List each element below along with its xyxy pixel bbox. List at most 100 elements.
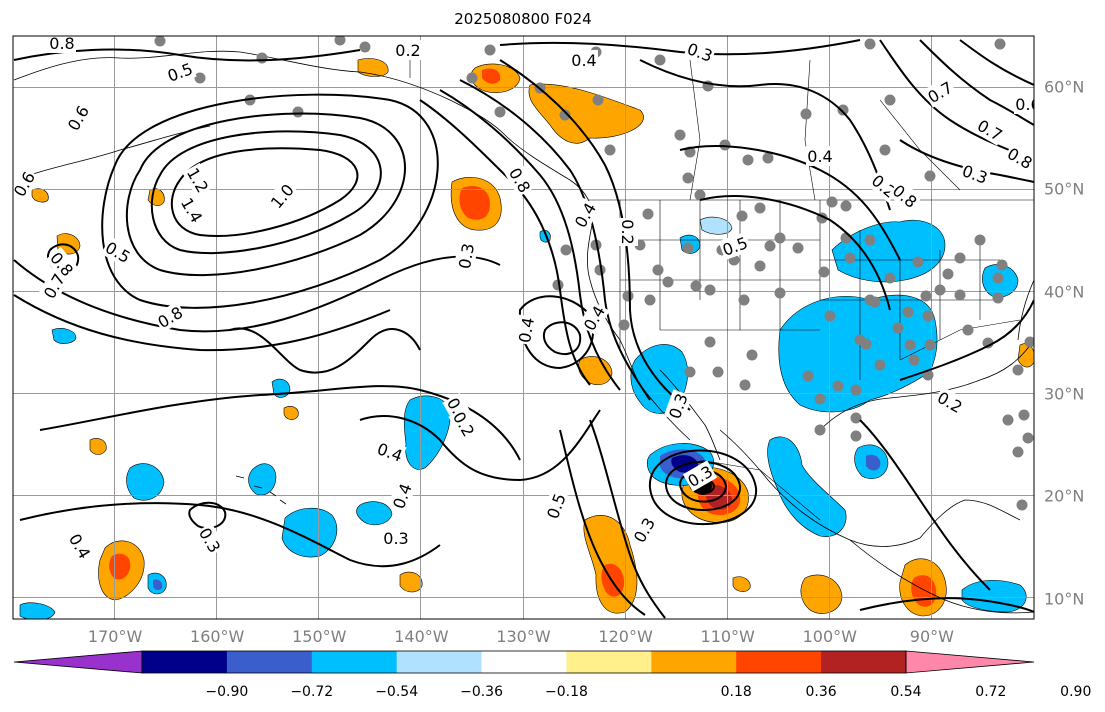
contour-north-pacific-low-3 [125,112,406,277]
station-marker [704,336,716,348]
contour-hurricane-4 [648,449,758,526]
station-marker [654,54,666,66]
contour-label-background [265,178,299,214]
station-marker [590,239,602,251]
coast-gulf [819,339,1034,431]
contour-canada-east-2 [919,39,1034,126]
shade-positive-small-3 [283,406,299,420]
contour-label-background [718,231,752,261]
contour-east-us [899,299,1034,381]
station-marker [996,259,1008,271]
station-marker [802,370,814,382]
shade-positive-small-4 [399,571,423,593]
contour-east-pacific-trough-2 [589,419,666,619]
longitude-label: 90°W [909,627,954,646]
station-marker [1012,446,1024,458]
station-marker [814,393,826,405]
station-marker [792,242,804,254]
contour-label-background [152,301,188,333]
contour-label-background [922,76,958,108]
shade-negative-west-edge [51,328,77,344]
contour-label-background [163,57,197,87]
contour-canada-ridge [639,59,891,211]
contour-label-background [663,389,693,423]
contour-label-background [682,460,718,492]
contour-east-pacific-trough [559,429,646,616]
station-marker [912,256,924,268]
contour-label-background [570,50,598,70]
contour-label-background [618,218,638,246]
contour-label-background [194,522,226,558]
station-marker [992,272,1004,284]
contour-label: 0.3 [383,529,408,548]
coast-baja-east [659,369,721,461]
station-marker [742,154,754,166]
colorbar-tick-label: 0.90 [1060,684,1092,700]
latitude-label: 40°N [1044,282,1085,302]
contour-label: 0.3 [455,242,478,270]
contour-canada-east-3 [959,39,1034,86]
figure-title: 2025080800 F024 [454,10,592,28]
contour-label-background [176,192,208,228]
station-marker [844,252,856,264]
contour-label: 0.8 [49,34,74,53]
contour-pacific-band [13,255,501,333]
station-marker [764,240,776,252]
station-marker [559,109,571,121]
shade-negative-south-small-core [153,579,163,591]
station-marker [824,310,836,322]
shade-negative-colorado-2 [699,216,733,235]
station-marker [974,234,986,246]
shade-positive-bc [528,83,644,144]
shade-negative-central-pacific [403,395,451,470]
contour-label-background [887,179,923,213]
contour-label-background [448,406,480,442]
station-marker [292,106,304,118]
longitude-label: 150°W [292,627,347,646]
station-marker [826,196,838,208]
contour-gulf-trough [859,419,991,591]
station-marker [738,294,750,306]
station-marker [860,338,872,350]
station-marker [904,339,916,351]
station-marker [982,337,994,349]
coastlines [13,50,1034,614]
latitude-label: 50°N [1044,179,1085,199]
contour-north-edge-2 [499,39,861,56]
station-marker [800,108,812,120]
station-marker [818,266,830,278]
station-marker [908,354,920,366]
contour-label-background [64,528,96,564]
station-marker [690,280,702,292]
contour-label-background [387,479,417,513]
shade-positive-alaska-core [482,68,501,84]
station-marker [560,244,572,256]
contour-label-background [13,166,40,202]
colorbar-tick-label: −0.72 [290,684,334,700]
station-marker [1024,336,1034,348]
station-marker [662,276,674,288]
contour-label-background [1014,94,1034,114]
shade-negative-gulf-core [866,454,881,471]
station-marker [334,36,346,46]
station-marker [154,36,166,47]
station-marker [864,38,876,50]
station-marker [684,366,696,378]
station-marker [954,252,966,264]
contour-north-pacific-low [170,147,359,237]
shade-negative-hawaii-north [248,463,277,496]
coast-aleutians [29,125,211,176]
station-marker [874,359,886,371]
station-marker [1016,499,1028,511]
contour-pacific-south-2 [359,409,601,482]
station-marker [694,189,706,201]
station-marker [552,279,564,291]
contour-california-high [542,321,582,355]
contour-label-background [972,114,1008,146]
station-marker [736,210,748,222]
station-marker [1012,364,1024,376]
station-marker [994,38,1006,50]
station-marker [924,339,936,351]
contour-label: 0.4 [515,316,538,344]
station-marker [484,44,496,56]
